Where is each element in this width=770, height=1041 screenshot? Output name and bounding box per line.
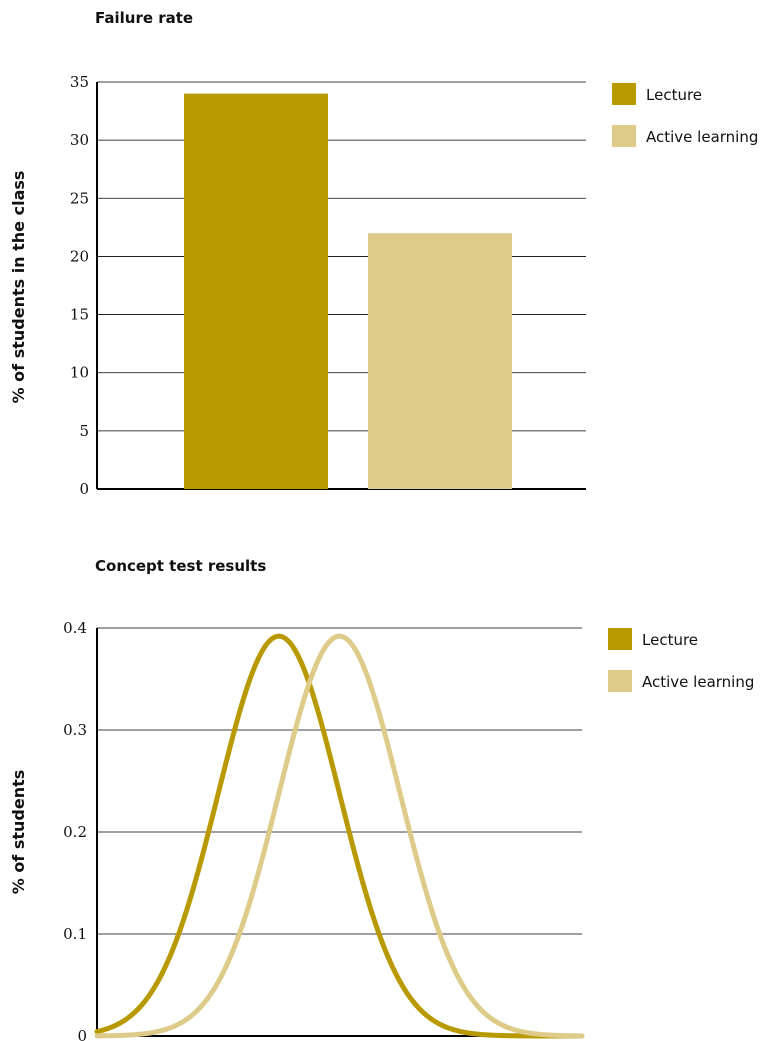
series-line [94, 633, 585, 1039]
y-tick-label: 0 [77, 1027, 87, 1041]
y-tick-label: 0.1 [63, 925, 87, 943]
y-tick-label: 20 [70, 247, 89, 265]
y-tick-label: 0.2 [63, 823, 87, 841]
legend-label: Lecture [646, 86, 702, 104]
legend-swatch [612, 125, 636, 147]
bar [184, 93, 328, 489]
concept-test-chart: Concept test results % of students 00.10… [9, 557, 754, 1041]
failure-rate-chart: Failure rate % of students in the class … [9, 9, 758, 498]
y-tick-label: 10 [70, 364, 89, 382]
y-tick-labels: 0 0.1 0.2 0.3 0.4 [63, 619, 87, 1041]
series-line [94, 633, 585, 1039]
legend-label: Lecture [642, 631, 698, 649]
grid-lines [96, 81, 586, 490]
y-tick-label: 30 [70, 131, 89, 149]
chart-title: Failure rate [95, 9, 193, 27]
series-lines [94, 633, 585, 1039]
legend-label: Active learning [642, 673, 754, 691]
y-tick-label: 25 [70, 189, 89, 207]
legend: Lecture Active learning [608, 628, 754, 692]
y-tick-label: 0 [79, 480, 89, 498]
chart-title: Concept test results [95, 557, 266, 575]
legend: Lecture Active learning [612, 83, 758, 147]
y-tick-label: 0.4 [63, 619, 87, 637]
y-axis-label: % of students [9, 770, 28, 895]
y-axis-label: % of students in the class [9, 171, 28, 404]
legend-label: Active learning [646, 128, 758, 146]
legend-swatch [608, 670, 632, 692]
bar [368, 233, 512, 489]
legend-swatch [612, 83, 636, 105]
y-tick-label: 15 [70, 306, 89, 324]
y-tick-labels: 0 5 10 15 20 25 30 35 [70, 73, 89, 498]
y-tick-label: 35 [70, 73, 89, 91]
grid-lines [96, 627, 582, 1037]
y-tick-label: 5 [79, 422, 89, 440]
bars [184, 93, 512, 489]
y-tick-label: 0.3 [63, 721, 87, 739]
legend-swatch [608, 628, 632, 650]
